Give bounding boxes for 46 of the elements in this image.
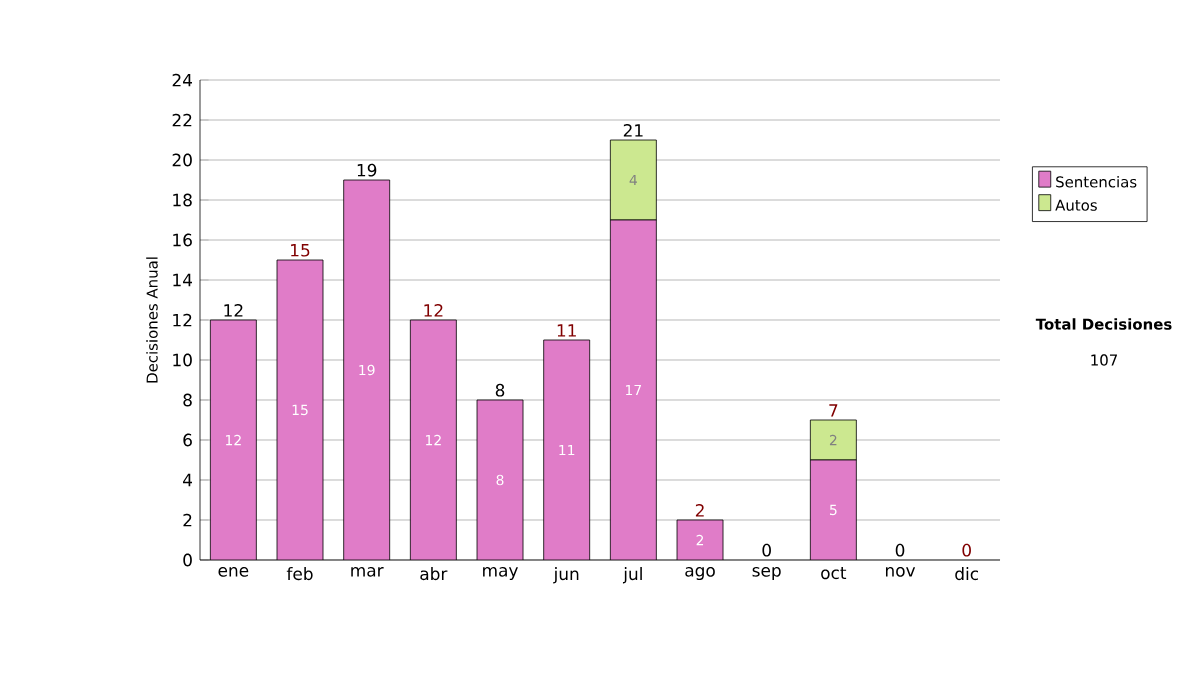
x-tick-label: sep: [752, 567, 781, 581]
x-tick-label: abr: [420, 567, 448, 581]
total-label: 0: [762, 543, 771, 557]
bar: [677, 520, 724, 560]
y-tick-label: 4: [183, 473, 193, 487]
y-tick-label: 20: [172, 153, 192, 167]
y-tick-label: 0: [183, 553, 192, 567]
total-label: 11: [557, 324, 576, 337]
total-label: 15: [291, 244, 310, 257]
bar: [543, 340, 590, 560]
total-label: 12: [224, 304, 243, 317]
y-tick-label: 18: [173, 193, 192, 207]
x-tick-label: may: [483, 567, 518, 581]
total-label: 21: [623, 124, 643, 137]
y-tick-label: 8: [183, 393, 192, 407]
y-tick-label: 2: [183, 513, 192, 527]
x-tick-label: dic: [955, 567, 979, 581]
total-label: 19: [357, 163, 377, 177]
y-tick-label: 6: [183, 433, 192, 447]
bar: [610, 220, 657, 560]
y-tick-label: 10: [173, 353, 192, 367]
total-label: 8: [495, 383, 505, 397]
total-label: 7: [829, 404, 838, 417]
y-tick-label: 14: [173, 273, 193, 287]
x-tick-label: ene: [218, 567, 249, 577]
y-tick-label: 22: [172, 113, 192, 127]
total-label: 0: [895, 543, 905, 557]
x-tick-label: mar: [351, 567, 384, 577]
x-tick-label: ago: [685, 567, 715, 581]
bar: [809, 459, 857, 560]
bar: [277, 260, 324, 560]
y-tick-label: 16: [173, 233, 192, 247]
bar: [410, 320, 457, 560]
total-label: 12: [424, 304, 443, 317]
total-label: 0: [962, 543, 971, 557]
x-tick-label: feb: [286, 567, 313, 581]
x-tick-label: jun: [553, 567, 579, 584]
bar: [343, 180, 390, 560]
x-tick-label: jul: [622, 567, 642, 584]
bar: [477, 400, 524, 560]
y-tick-label: 24: [172, 73, 193, 87]
y-tick-label: 12: [173, 313, 192, 327]
x-tick-label: oct: [821, 567, 847, 580]
x-tick-label: nov: [885, 567, 916, 577]
bar: [210, 320, 257, 560]
total-label: 2: [695, 504, 704, 517]
